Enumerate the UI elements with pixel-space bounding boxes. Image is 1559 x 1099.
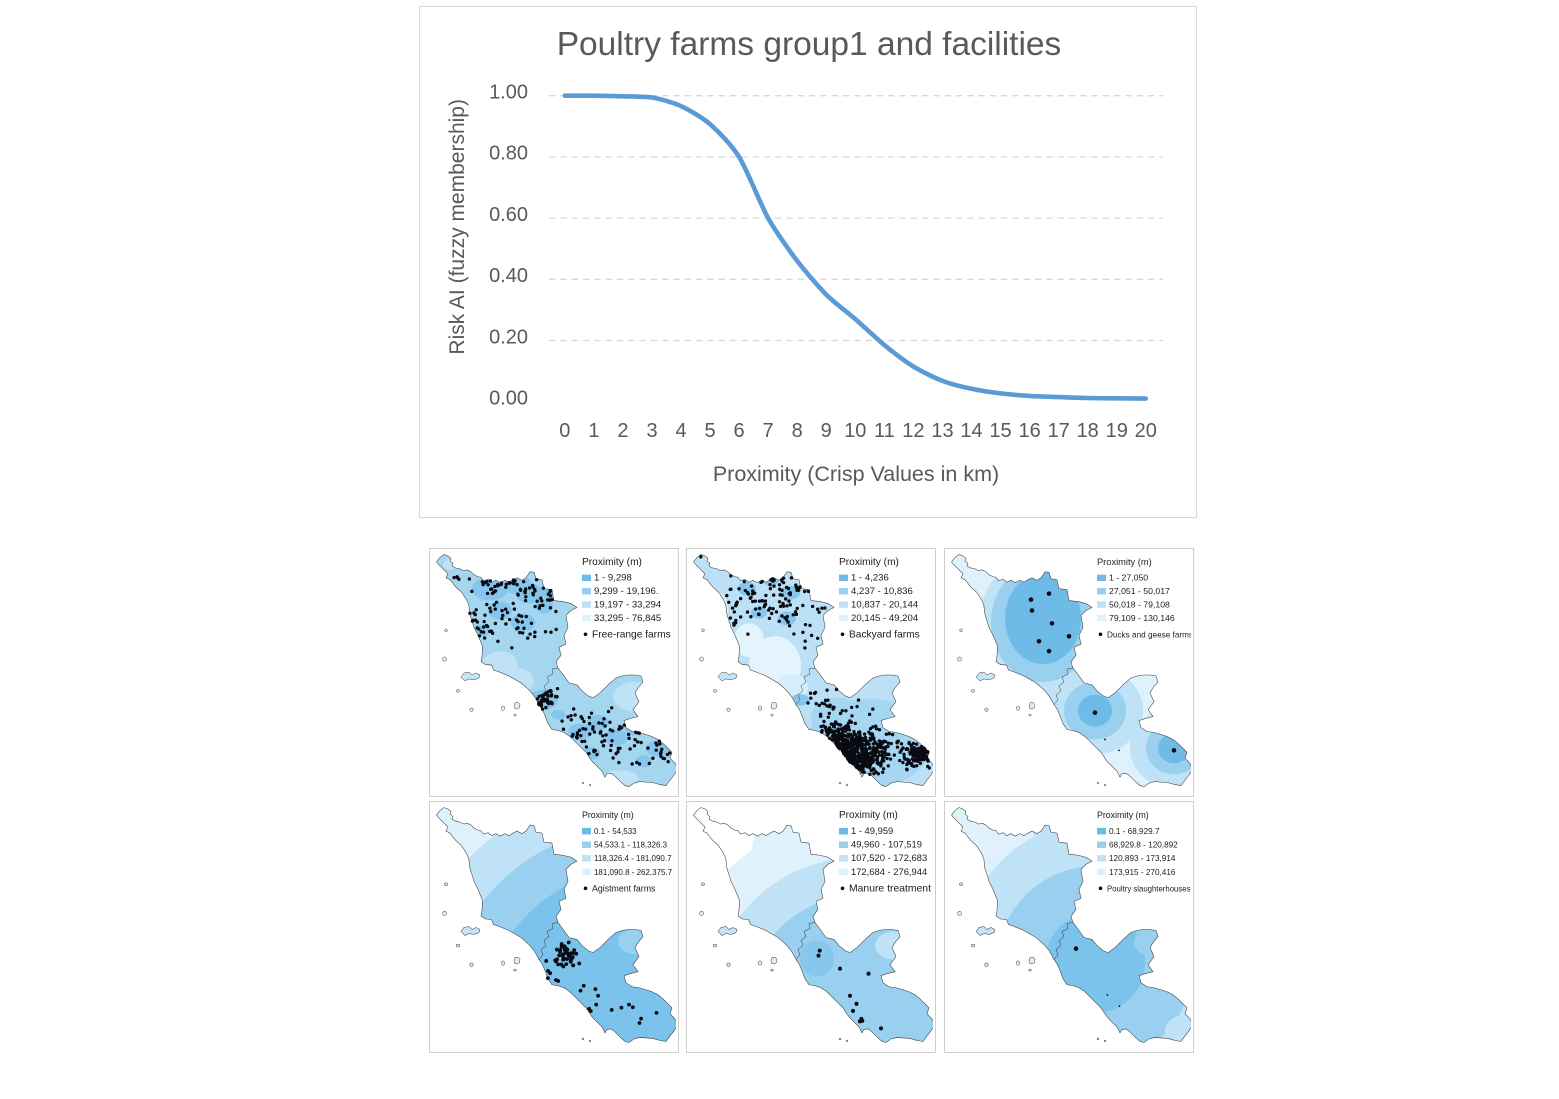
svg-text:9,299 - 19,196.: 9,299 - 19,196.	[594, 586, 658, 597]
svg-text:2: 2	[617, 420, 628, 442]
svg-text:0.40: 0.40	[489, 265, 528, 287]
svg-text:1.00: 1.00	[489, 82, 528, 104]
svg-text:3: 3	[646, 420, 657, 442]
svg-text:27,051 - 50,017: 27,051 - 50,017	[1109, 586, 1170, 596]
svg-text:0.1 - 68,929.7: 0.1 - 68,929.7	[1109, 827, 1160, 836]
svg-text:10: 10	[844, 420, 866, 442]
svg-text:18: 18	[1077, 420, 1099, 442]
svg-text:Backyard farms: Backyard farms	[849, 629, 920, 640]
svg-text:68,929.8 - 120,892: 68,929.8 - 120,892	[1109, 841, 1178, 850]
svg-text:14: 14	[960, 420, 982, 442]
svg-text:4: 4	[675, 420, 686, 442]
svg-text:Proximity (m): Proximity (m)	[582, 810, 634, 820]
svg-text:Proximity (Crisp Values in km): Proximity (Crisp Values in km)	[713, 462, 999, 486]
svg-text:120,893 - 173,914: 120,893 - 173,914	[1109, 854, 1176, 863]
svg-text:13: 13	[931, 420, 953, 442]
svg-text:Proximity (m): Proximity (m)	[1097, 557, 1152, 567]
svg-text:20: 20	[1135, 420, 1157, 442]
svg-text:1 - 27,050: 1 - 27,050	[1109, 573, 1148, 583]
svg-text:Poultry farms group1 and facil: Poultry farms group1 and facilities	[557, 26, 1062, 63]
svg-text:1 - 49,959: 1 - 49,959	[851, 825, 893, 836]
svg-text:Agistment farms: Agistment farms	[592, 883, 656, 893]
svg-text:4,237 - 10,836: 4,237 - 10,836	[851, 586, 913, 597]
svg-text:11: 11	[874, 420, 895, 442]
svg-text:79,109 - 130,146: 79,109 - 130,146	[1109, 613, 1175, 623]
svg-text:1: 1	[588, 420, 599, 442]
svg-text:173,915 - 270,416: 173,915 - 270,416	[1109, 868, 1176, 877]
svg-text:0.80: 0.80	[489, 143, 528, 165]
svg-text:Ducks and geese farms: Ducks and geese farms	[1107, 630, 1191, 639]
svg-text:Free-range farms: Free-range farms	[592, 629, 671, 640]
svg-text:7: 7	[763, 420, 774, 442]
svg-text:10,837 - 20,144: 10,837 - 20,144	[851, 600, 919, 611]
svg-text:172,684 - 276,944: 172,684 - 276,944	[851, 866, 927, 877]
svg-text:0.1 - 54,533: 0.1 - 54,533	[594, 827, 637, 836]
svg-text:8: 8	[792, 420, 803, 442]
svg-text:6: 6	[734, 420, 745, 442]
svg-text:Poultry slaughterhouses: Poultry slaughterhouses	[1107, 884, 1191, 893]
svg-text:Proximity (m): Proximity (m)	[839, 810, 898, 821]
svg-text:49,960 - 107,519: 49,960 - 107,519	[851, 839, 922, 850]
svg-text:9: 9	[821, 420, 832, 442]
svg-text:181,090.8 - 262,375.7: 181,090.8 - 262,375.7	[594, 868, 673, 877]
svg-text:0.00: 0.00	[489, 388, 528, 410]
svg-text:16: 16	[1018, 420, 1040, 442]
svg-text:0.60: 0.60	[489, 204, 528, 226]
svg-text:Proximity (m): Proximity (m)	[1097, 810, 1149, 820]
svg-text:1 - 9,298: 1 - 9,298	[594, 573, 632, 584]
svg-text:33,295 - 76,845: 33,295 - 76,845	[594, 613, 661, 624]
svg-text:12: 12	[902, 420, 924, 442]
svg-text:Risk AI (fuzzy membership): Risk AI (fuzzy membership)	[446, 99, 469, 355]
svg-text:118,326.4 - 181,090.7: 118,326.4 - 181,090.7	[594, 854, 672, 863]
svg-text:20,145 - 49,204: 20,145 - 49,204	[851, 613, 919, 624]
svg-text:54,533.1 - 118,326.3: 54,533.1 - 118,326.3	[594, 841, 668, 850]
svg-text:0: 0	[559, 420, 570, 442]
svg-text:50,018 - 79,108: 50,018 - 79,108	[1109, 600, 1170, 610]
svg-text:107,520 - 172,683: 107,520 - 172,683	[851, 852, 927, 863]
svg-text:19: 19	[1106, 420, 1128, 442]
svg-text:Manure treatment: Manure treatment	[849, 883, 931, 894]
svg-text:1 - 4,236: 1 - 4,236	[851, 573, 889, 584]
svg-text:Proximity (m): Proximity (m)	[582, 557, 642, 568]
svg-text:15: 15	[989, 420, 1011, 442]
svg-text:17: 17	[1048, 420, 1070, 442]
svg-text:Proximity (m): Proximity (m)	[839, 557, 899, 568]
svg-text:19,197 - 33,294: 19,197 - 33,294	[594, 600, 662, 611]
svg-text:0.20: 0.20	[489, 326, 528, 348]
svg-text:5: 5	[705, 420, 716, 442]
